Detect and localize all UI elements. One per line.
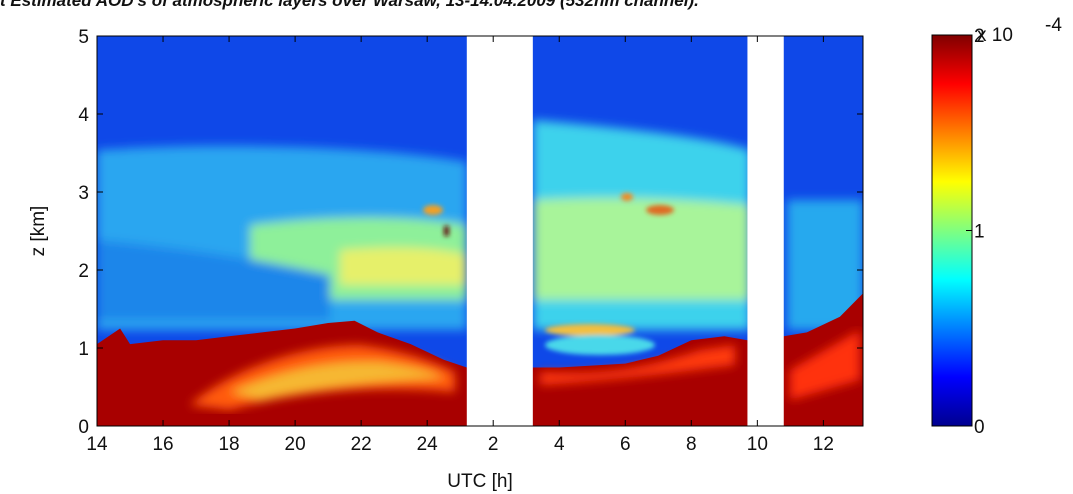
x-axis: 14 16 18 20 22 24 2 4 6 8 10 12 — [86, 36, 834, 455]
y-tick-label: 4 — [78, 105, 89, 126]
no-data-gap-1 — [747, 36, 784, 426]
x-tick-label: 8 — [686, 434, 697, 455]
y-tick-label: 1 — [78, 339, 89, 360]
x-tick-label: 16 — [152, 434, 173, 455]
y-axis: 0 1 2 3 4 5 — [78, 27, 863, 438]
colorbar-tick-label: 0 — [974, 417, 985, 438]
x-tick-label: 20 — [285, 434, 306, 455]
x-tick-label: 24 — [417, 434, 439, 455]
y-axis-label: z [km] — [28, 206, 49, 257]
x-tick-label: 18 — [218, 434, 239, 455]
no-data-gaps — [466, 36, 784, 426]
colorbar-exponent: -4 — [1045, 15, 1062, 36]
y-tick-label: 5 — [78, 27, 89, 48]
x-tick-label: 2 — [488, 434, 499, 455]
x-tick-label: 10 — [747, 434, 768, 455]
no-data-gap-0 — [466, 36, 533, 426]
x-tick-label: 4 — [554, 434, 565, 455]
colorbar-tick-label: 2 — [974, 26, 985, 47]
y-tick-label: 2 — [78, 261, 89, 282]
x-tick-label: 6 — [620, 434, 631, 455]
colorbar-tick-label: 1 — [974, 222, 985, 243]
y-tick-label: 0 — [78, 417, 89, 438]
x-tick-label: 14 — [86, 434, 108, 455]
x-tick-label: 12 — [813, 434, 834, 455]
x-axis-label: UTC [h] — [447, 471, 512, 492]
plot-frame — [96, 35, 864, 427]
colorbar-multiplier: x 10 — [977, 25, 1013, 46]
x-tick-label: 22 — [351, 434, 372, 455]
chart-title: t Estimated AOD's of atmospheric layers … — [0, 0, 699, 10]
colorbar-gradient — [931, 34, 973, 427]
colorbar: 0 1 2 x 10 -4 — [931, 15, 1062, 438]
y-tick-label: 3 — [78, 183, 89, 204]
